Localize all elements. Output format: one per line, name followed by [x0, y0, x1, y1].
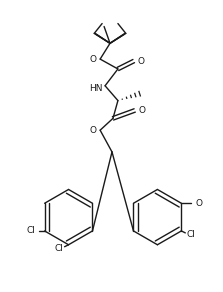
Text: Cl: Cl — [26, 226, 35, 235]
Text: Cl: Cl — [187, 230, 196, 239]
Text: O: O — [89, 126, 96, 135]
Text: Cl: Cl — [54, 244, 63, 253]
Text: O: O — [89, 55, 96, 64]
Text: HN: HN — [90, 84, 103, 93]
Text: O: O — [139, 106, 146, 115]
Text: O: O — [195, 199, 202, 208]
Text: O: O — [138, 57, 145, 66]
